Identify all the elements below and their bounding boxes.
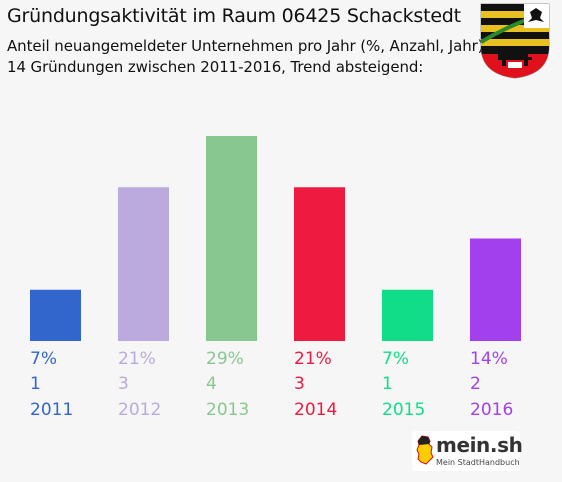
percent-label-2014: 21% <box>294 349 332 369</box>
percent-label-2012: 21% <box>118 349 156 369</box>
bar-2014 <box>294 187 345 341</box>
percent-label-2011: 7% <box>30 349 57 369</box>
bar-2013 <box>206 136 257 341</box>
count-label-2015: 1 <box>382 374 393 394</box>
year-label-2013: 2013 <box>206 400 249 420</box>
bar-2016 <box>470 238 521 341</box>
bar-2012 <box>118 187 169 341</box>
year-label-2015: 2015 <box>382 400 425 420</box>
logo-text: mein.sh <box>436 433 523 457</box>
year-label-2014: 2014 <box>294 400 337 420</box>
bar-2011 <box>30 289 81 341</box>
percent-label-2015: 7% <box>382 349 409 369</box>
count-label-2012: 3 <box>118 374 129 394</box>
bar-2015 <box>382 289 433 341</box>
count-label-2016: 2 <box>470 374 481 394</box>
coat-of-arms-icon <box>480 3 550 79</box>
count-label-2014: 3 <box>294 374 305 394</box>
percent-label-2016: 14% <box>470 349 508 369</box>
chart-summary: 14 Gründungen zwischen 2011-2016, Trend … <box>7 58 424 76</box>
percent-label-2013: 29% <box>206 349 244 369</box>
count-label-2011: 1 <box>30 374 41 394</box>
mein-sh-logo: mein.sh Mein StadtHandbuch <box>412 431 523 471</box>
year-label-2016: 2016 <box>470 400 513 420</box>
year-label-2011: 2011 <box>30 400 73 420</box>
chart-subtitle: Anteil neuangemeldeter Unternehmen pro J… <box>7 37 484 55</box>
chart-title: Gründungsaktivität im Raum 06425 Schacks… <box>7 5 461 27</box>
year-label-2012: 2012 <box>118 400 161 420</box>
germany-map-icon <box>416 435 434 465</box>
count-label-2013: 4 <box>206 374 217 394</box>
logo-tagline: Mein StadtHandbuch <box>436 458 520 467</box>
